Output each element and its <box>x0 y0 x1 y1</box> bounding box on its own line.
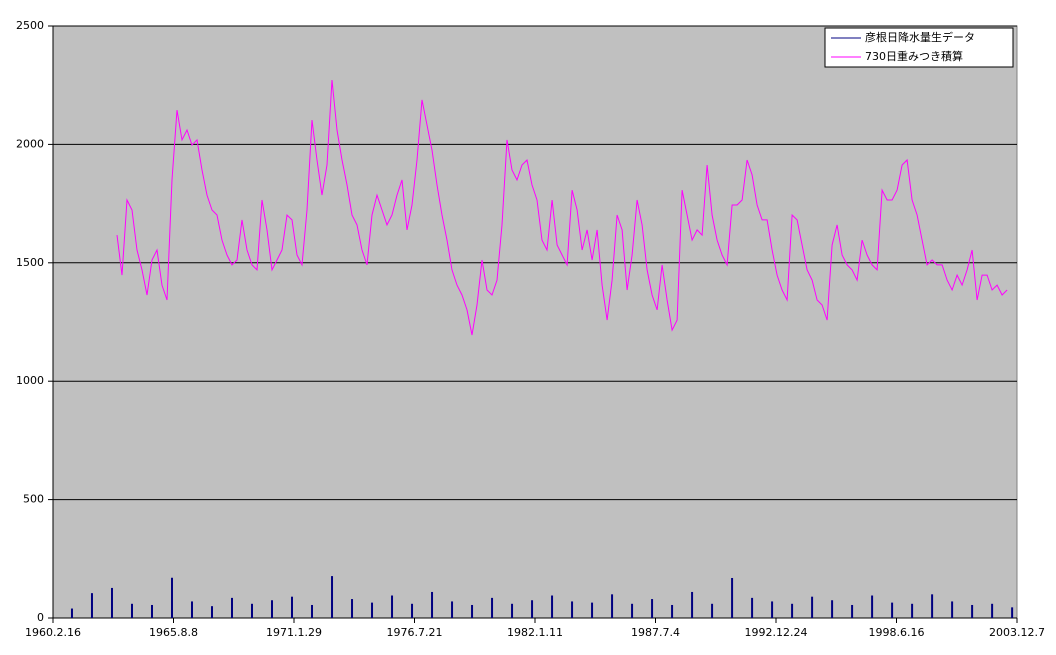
x-tick-label: 1976.7.21 <box>387 626 443 639</box>
y-tick-label: 2500 <box>16 19 44 32</box>
plot-area <box>52 25 1018 619</box>
y-tick-label: 0 <box>37 611 44 624</box>
y-tick-label: 1000 <box>16 374 44 387</box>
x-tick-label: 1987.7.4 <box>631 626 680 639</box>
x-tick-label: 1971.1.29 <box>266 626 322 639</box>
data-line <box>116 79 1008 336</box>
y-tick-label: 1500 <box>16 256 44 269</box>
y-tick-label: 500 <box>23 493 44 506</box>
y-tick-label: 2000 <box>16 137 44 150</box>
x-tick-label: 1982.1.11 <box>507 626 563 639</box>
x-tick-label: 1960.2.16 <box>25 626 81 639</box>
legend-label: 彦根日降水量生データ <box>865 30 975 44</box>
x-tick-label: 1998.6.16 <box>869 626 925 639</box>
x-tick-label: 2003.12.7 <box>989 626 1045 639</box>
legend-box <box>824 27 1014 68</box>
x-tick-label: 1965.8.8 <box>149 626 198 639</box>
legend-label: 730日重みつき積算 <box>865 49 963 63</box>
x-tick-label: 1992.12.24 <box>745 626 808 639</box>
